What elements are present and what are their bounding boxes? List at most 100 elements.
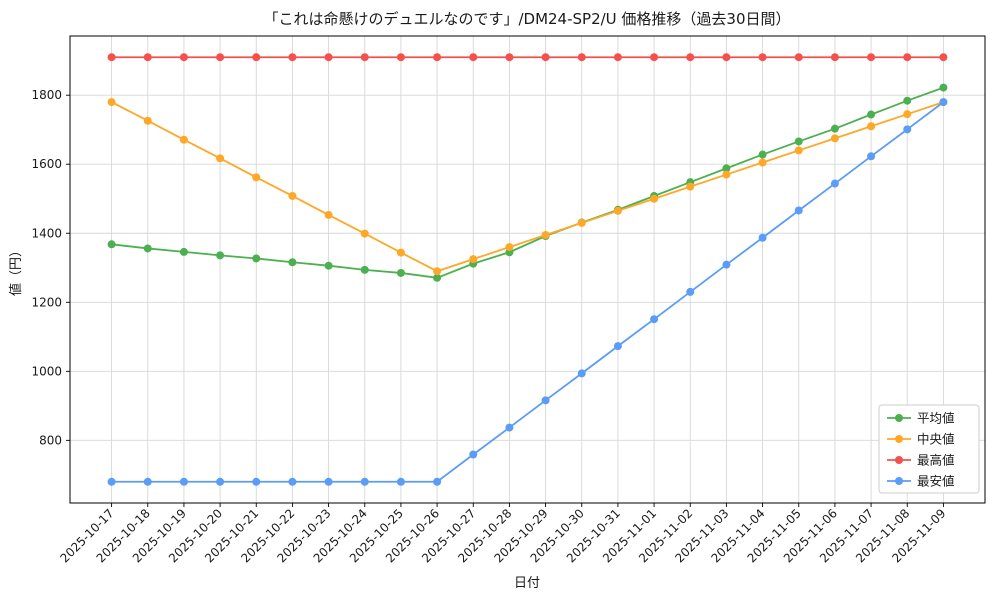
series-average	[107, 83, 948, 282]
legend-item-min: 最安値	[887, 474, 955, 489]
average-marker	[722, 164, 731, 173]
average-legend-marker	[895, 414, 903, 422]
median-marker	[324, 210, 333, 219]
min-marker	[903, 125, 912, 134]
min-marker	[794, 206, 803, 215]
average-marker	[216, 251, 225, 260]
median-marker	[107, 98, 116, 107]
min-marker	[433, 477, 442, 486]
max-marker	[324, 53, 333, 62]
max-marker	[469, 53, 478, 62]
average-marker	[867, 110, 876, 119]
average-marker	[396, 268, 405, 277]
average-legend-label: 平均値	[917, 411, 955, 426]
max-marker	[867, 53, 876, 62]
min-marker	[577, 369, 586, 378]
y-tick-label: 1200	[31, 295, 62, 309]
min-marker	[469, 450, 478, 459]
min-marker	[830, 179, 839, 188]
median-marker	[505, 243, 514, 252]
max-legend-marker	[895, 456, 903, 464]
average-line	[111, 86, 944, 279]
max-marker	[143, 53, 152, 62]
max-marker	[541, 53, 550, 62]
average-marker	[830, 124, 839, 133]
tick-marks	[66, 94, 944, 507]
y-tick-labels: 800 1000 1200 1400 1600 1800	[31, 88, 62, 447]
median-marker	[613, 206, 622, 215]
average-marker	[179, 247, 188, 256]
min-marker	[541, 396, 550, 405]
average-marker	[143, 244, 152, 253]
median-line	[111, 101, 944, 273]
max-marker	[577, 53, 586, 62]
median-marker	[288, 191, 297, 200]
min-marker	[107, 477, 116, 486]
median-legend-label: 中央値	[917, 432, 955, 447]
min-marker	[143, 477, 152, 486]
min-marker	[179, 477, 188, 486]
median-marker	[252, 173, 261, 182]
min-marker	[288, 477, 297, 486]
max-marker	[252, 53, 261, 62]
chart-title: 「これは命懸けのデュエルなのです」/DM24-SP2/U 価格推移（過去30日間…	[263, 10, 790, 28]
min-marker	[252, 477, 261, 486]
min-marker	[505, 423, 514, 432]
max-marker	[686, 53, 695, 62]
median-marker	[758, 158, 767, 167]
average-marker	[939, 83, 948, 92]
max-marker	[758, 53, 767, 62]
average-marker	[288, 258, 297, 267]
average-marker	[252, 254, 261, 263]
max-marker	[650, 53, 659, 62]
min-legend-label: 最安値	[917, 474, 955, 489]
median-marker	[433, 267, 442, 276]
y-tick-label: 1000	[31, 364, 62, 378]
max-marker	[939, 53, 948, 62]
median-marker	[360, 229, 369, 238]
max-marker	[794, 53, 803, 62]
average-marker	[324, 261, 333, 270]
min-marker	[650, 315, 659, 324]
median-marker	[179, 135, 188, 144]
average-marker	[903, 96, 912, 105]
min-marker	[613, 342, 622, 351]
min-marker	[396, 477, 405, 486]
series-median	[107, 98, 948, 276]
min-marker	[216, 477, 225, 486]
min-marker	[360, 477, 369, 486]
median-marker	[216, 154, 225, 163]
average-marker	[433, 273, 442, 282]
max-marker	[903, 53, 912, 62]
max-marker	[722, 53, 731, 62]
legend-item-average: 平均値	[887, 411, 955, 426]
max-marker	[360, 53, 369, 62]
min-marker	[939, 98, 948, 107]
average-marker	[107, 240, 116, 249]
max-marker	[179, 53, 188, 62]
y-tick-label: 800	[39, 433, 62, 447]
min-marker	[722, 260, 731, 269]
min-marker	[758, 233, 767, 242]
median-marker	[722, 170, 731, 179]
x-tick-labels: 2025-10-172025-10-182025-10-192025-10-20…	[57, 506, 948, 565]
median-marker	[830, 134, 839, 143]
max-marker	[396, 53, 405, 62]
max-marker	[216, 53, 225, 62]
y-tick-label: 1800	[31, 88, 62, 102]
median-marker	[396, 248, 405, 257]
median-marker	[541, 230, 550, 239]
median-marker	[686, 182, 695, 191]
median-marker	[867, 122, 876, 131]
series-max	[107, 53, 948, 62]
max-marker	[433, 53, 442, 62]
x-axis-label: 日付	[514, 576, 540, 591]
legend-box	[878, 404, 980, 494]
median-marker	[794, 146, 803, 155]
median-marker	[577, 218, 586, 227]
legend-item-max: 最高値	[887, 453, 955, 468]
min-legend-marker	[895, 477, 903, 485]
